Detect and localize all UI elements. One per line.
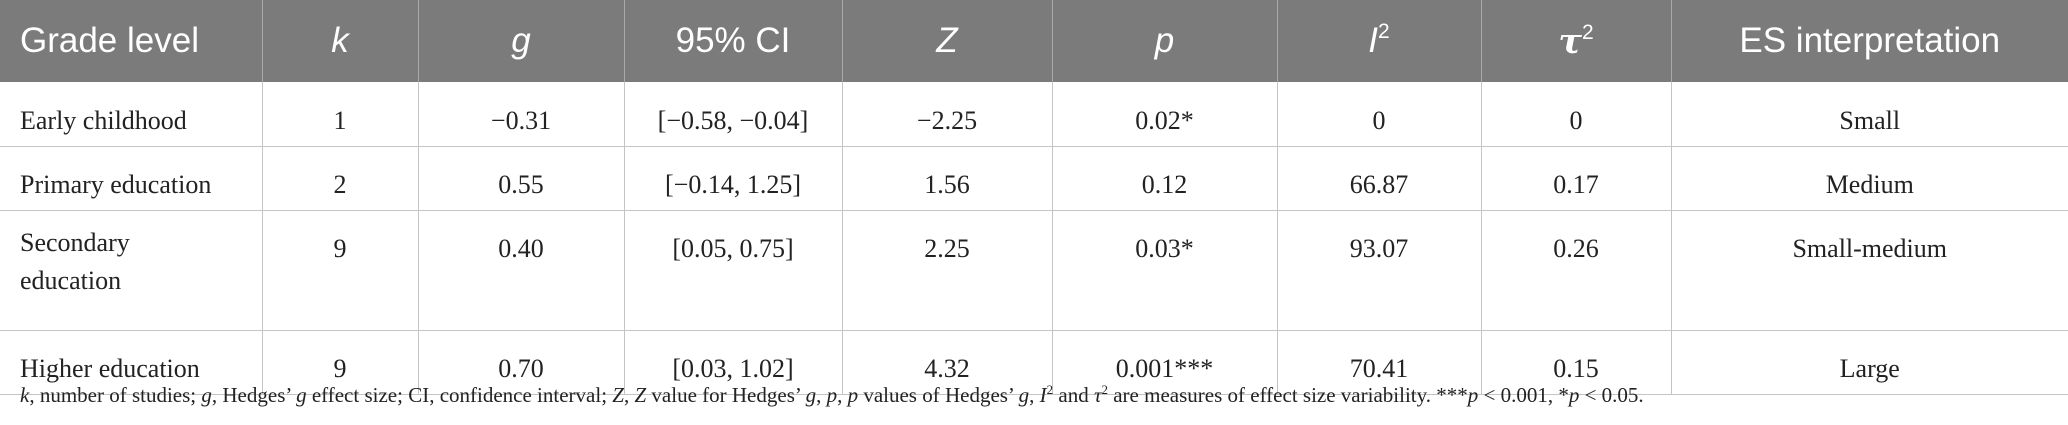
header-i2-base: I <box>1368 21 1379 60</box>
table-row: Higher education 9 0.70 [0.03, 1.02] 4.3… <box>0 330 2068 395</box>
table-row: Primary education 2 0.55 [−0.14, 1.25] 1… <box>0 146 2068 211</box>
cell-k: 9 <box>261 210 418 331</box>
fn-g-symbol: g <box>201 383 212 407</box>
cell-k: 2 <box>261 146 418 211</box>
fn-i-symbol: I <box>1039 383 1047 407</box>
fn-p-symbol-3: p <box>1467 383 1479 407</box>
header-g: g <box>417 0 624 82</box>
fn-p-definition-b: values of Hedges’ <box>858 383 1019 407</box>
fn-tau-symbol: τ <box>1093 383 1102 407</box>
cell-i2: 93.07 <box>1276 210 1481 331</box>
cell-g: 0.70 <box>417 330 624 395</box>
table-footnote: k, number of studies; g, Hedges’ g effec… <box>20 383 2060 408</box>
fn-p-symbol-2: p <box>847 383 859 407</box>
cell-k: 9 <box>261 330 418 395</box>
cell-grade-level: Early childhood <box>0 82 262 147</box>
header-g-label: g <box>511 21 531 60</box>
header-z-label: Z <box>936 21 958 60</box>
cell-z: 1.56 <box>841 146 1052 211</box>
header-ci: 95% CI <box>623 0 842 82</box>
header-p: p <box>1051 0 1277 82</box>
cell-p: 0.02* <box>1051 82 1277 147</box>
fn-and: and <box>1053 383 1094 407</box>
table-body: Early childhood 1 −0.31 [−0.58, −0.04] −… <box>0 82 2068 395</box>
header-row: Grade level k g 95% CI Z p I2 τ2 ES inte… <box>0 0 2068 82</box>
results-table: Grade level k g 95% CI Z p I2 τ2 ES inte… <box>0 0 2068 395</box>
cell-grade-level: Secondary education <box>0 210 262 331</box>
cell-tau2: 0.17 <box>1480 146 1671 211</box>
fn-i-superscript: 2 <box>1046 382 1054 397</box>
fn-g-symbol-2: g <box>296 383 307 407</box>
cell-es: Small-medium <box>1670 210 2068 331</box>
fn-z-symbol: Z <box>612 383 624 407</box>
fn-p-symbol: p <box>826 383 838 407</box>
header-es-interpretation: ES interpretation <box>1670 0 2068 82</box>
cell-tau2: 0 <box>1480 82 1671 147</box>
cell-i2: 0 <box>1276 82 1481 147</box>
cell-g: 0.55 <box>417 146 624 211</box>
fn-g-symbol-4: g <box>1018 383 1030 407</box>
cell-es: Large <box>1670 330 2068 395</box>
fn-p-threshold-2: < 0.05. <box>1579 383 1644 407</box>
cell-z: 2.25 <box>841 210 1052 331</box>
fn-tau-superscript: 2 <box>1101 382 1108 397</box>
cell-p: 0.03* <box>1051 210 1277 331</box>
cell-k: 1 <box>261 82 418 147</box>
fn-k-symbol: k <box>20 383 30 407</box>
fn-z-definition-a: , <box>623 383 635 407</box>
cell-ci: [−0.58, −0.04] <box>623 82 842 147</box>
cell-p: 0.001*** <box>1051 330 1277 395</box>
cell-p: 0.12 <box>1051 146 1277 211</box>
fn-g-definition-a: , Hedges’ <box>211 383 297 407</box>
table-row: Early childhood 1 −0.31 [−0.58, −0.04] −… <box>0 82 2068 147</box>
header-i2: I2 <box>1276 0 1481 82</box>
cell-z: 4.32 <box>841 330 1052 395</box>
cell-tau2: 0.26 <box>1480 210 1671 331</box>
header-i2-sup: 2 <box>1378 20 1390 43</box>
header-k-label: k <box>331 21 349 60</box>
fn-k-definition: , number of studies; <box>29 383 202 407</box>
fn-z-definition-b: value for Hedges’ <box>646 383 806 407</box>
fn-g-symbol-3: g <box>805 383 817 407</box>
fn-z-symbol-2: Z <box>634 383 647 407</box>
header-k: k <box>261 0 418 82</box>
cell-g: −0.31 <box>417 82 624 147</box>
cell-tau2: 0.15 <box>1480 330 1671 395</box>
fn-p-separator: , <box>816 383 827 407</box>
fn-g-definition-b: effect size; CI, confidence interval; <box>306 383 613 407</box>
cell-ci: [0.05, 0.75] <box>623 210 842 331</box>
header-tau2-sup: 2 <box>1581 20 1594 44</box>
cell-ci: [0.03, 1.02] <box>623 330 842 395</box>
fn-p-definition-a: , <box>837 383 848 407</box>
table-header: Grade level k g 95% CI Z p I2 τ2 ES inte… <box>0 0 2068 82</box>
fn-p-threshold-1: < 0.001, * <box>1478 383 1569 407</box>
cell-i2: 70.41 <box>1276 330 1481 395</box>
cell-g: 0.40 <box>417 210 624 331</box>
fn-variability-definition: are measures of effect size variability.… <box>1107 383 1468 407</box>
cell-grade-level: Primary education <box>0 146 262 211</box>
table-row: Secondary education 9 0.40 [0.05, 0.75] … <box>0 210 2068 331</box>
cell-es: Small <box>1670 82 2068 147</box>
cell-es: Medium <box>1670 146 2068 211</box>
header-tau2: τ2 <box>1480 0 1671 82</box>
fn-p-symbol-4: p <box>1568 383 1580 407</box>
cell-ci: [−0.14, 1.25] <box>623 146 842 211</box>
cell-grade-level-text: Secondary education <box>20 228 130 295</box>
header-p-label: p <box>1154 21 1175 60</box>
cell-z: −2.25 <box>841 82 1052 147</box>
cell-grade-level: Higher education <box>0 330 262 395</box>
header-z: Z <box>841 0 1052 82</box>
fn-i-separator: , <box>1029 383 1040 407</box>
cell-i2: 66.87 <box>1276 146 1481 211</box>
header-tau2-base: τ <box>1558 20 1582 62</box>
header-grade-level: Grade level <box>20 21 199 60</box>
